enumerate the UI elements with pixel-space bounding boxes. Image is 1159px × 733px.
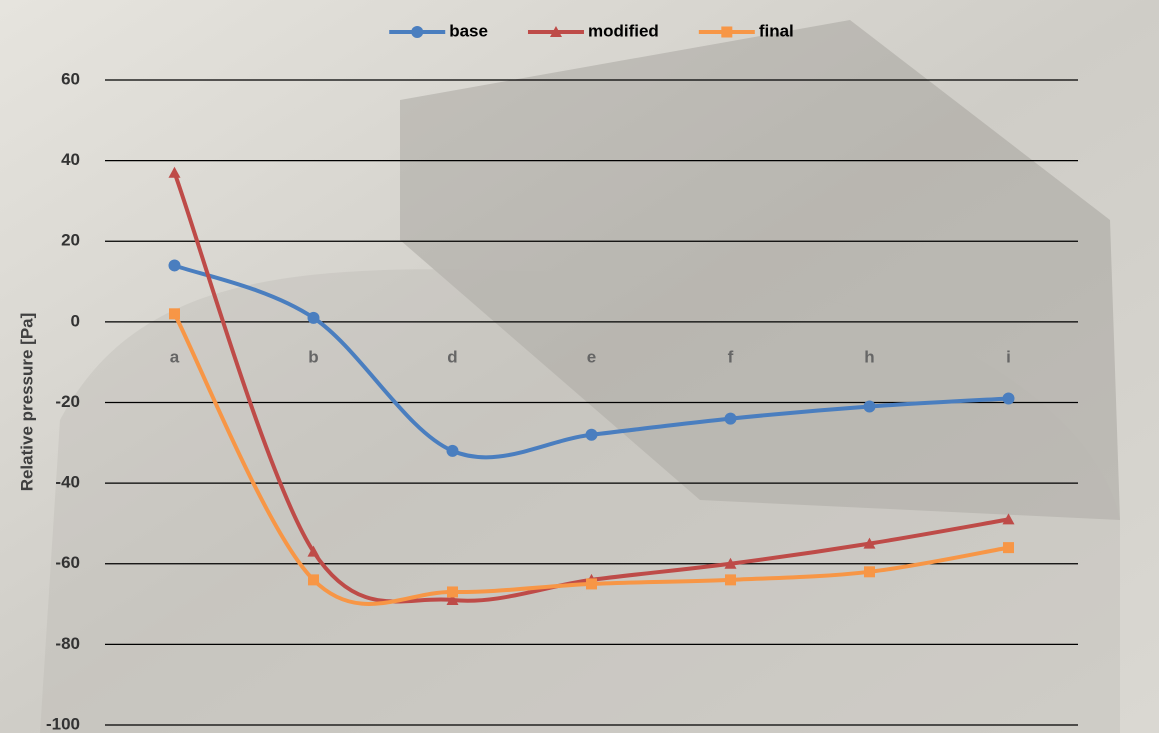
legend-label: final bbox=[759, 21, 794, 40]
x-tick-label: h bbox=[864, 347, 874, 366]
marker bbox=[1002, 392, 1015, 405]
marker bbox=[446, 594, 459, 606]
legend-marker bbox=[721, 26, 733, 38]
x-tick-label: i bbox=[1006, 347, 1011, 366]
marker bbox=[168, 259, 181, 272]
marker bbox=[1003, 542, 1014, 554]
marker bbox=[724, 557, 737, 569]
x-tick-label: d bbox=[447, 347, 457, 366]
y-tick-label: -80 bbox=[55, 634, 80, 653]
marker bbox=[863, 400, 876, 413]
legend-label: modified bbox=[588, 21, 659, 40]
marker bbox=[169, 308, 180, 320]
y-tick-label: 20 bbox=[61, 231, 80, 250]
marker bbox=[168, 166, 181, 178]
legend-label: base bbox=[449, 21, 488, 40]
marker bbox=[307, 311, 320, 324]
y-axis-title: Relative pressure [Pa] bbox=[17, 313, 36, 492]
x-tick-label: f bbox=[728, 347, 734, 366]
marker bbox=[447, 586, 458, 598]
legend-marker bbox=[549, 26, 562, 37]
background-shape bbox=[400, 20, 1120, 520]
marker bbox=[586, 578, 597, 590]
y-tick-label: 40 bbox=[61, 150, 80, 169]
marker bbox=[446, 444, 459, 457]
legend-marker bbox=[411, 26, 424, 38]
marker bbox=[585, 428, 598, 441]
series-line bbox=[172, 172, 1009, 604]
background-shape bbox=[40, 269, 1120, 733]
y-tick-label: -60 bbox=[55, 553, 80, 572]
y-tick-label: -100 bbox=[46, 714, 80, 733]
marker bbox=[308, 574, 319, 586]
y-tick-label: 60 bbox=[61, 69, 80, 88]
marker bbox=[725, 574, 736, 586]
y-tick-label: -20 bbox=[55, 392, 80, 411]
marker bbox=[864, 566, 875, 578]
x-tick-label: e bbox=[587, 347, 596, 366]
y-tick-label: 0 bbox=[71, 311, 80, 330]
x-tick-label: b bbox=[308, 347, 318, 366]
marker bbox=[724, 412, 737, 425]
marker bbox=[307, 545, 320, 557]
marker bbox=[1002, 513, 1015, 525]
x-tick-label: a bbox=[170, 347, 180, 366]
y-tick-label: -40 bbox=[55, 473, 80, 492]
marker bbox=[863, 537, 876, 549]
